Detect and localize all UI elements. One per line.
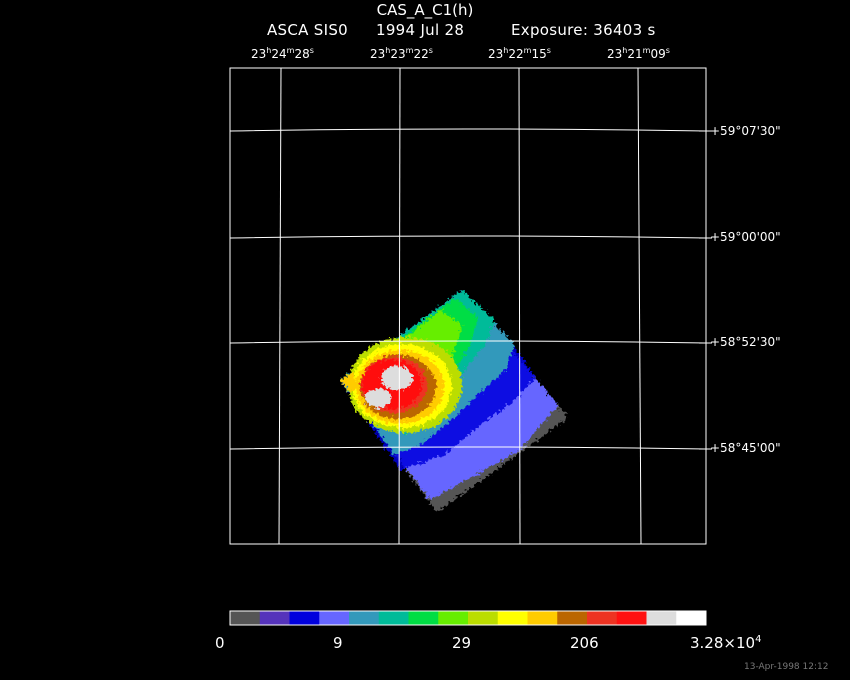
colorbar-swatch [527,611,558,625]
colorbar-label-2: 9 [333,634,343,652]
colorbar-swatch [497,611,528,625]
xray-emission [340,290,568,512]
colorbar-frame [229,610,707,626]
colorbar-swatch [230,611,261,625]
exposure-label: Exposure: 36403 s [511,21,656,39]
colorbar-swatch [646,611,677,625]
colorbar-label-3: 29 [452,634,472,652]
colorbar-label-max: 3.28×104 [690,634,762,652]
colorbar-swatch [408,611,439,625]
plot-title: CAS_A_C1(h) [376,1,474,19]
ra-label-1: 23h24m28s [251,46,314,61]
colorbar-swatch [259,611,290,625]
observation-date: 1994 Jul 28 [376,21,465,39]
colorbar-swatch [438,611,469,625]
colorbar-label-min: 0 [215,634,225,652]
timestamp-footer: 13-Apr-1998 12:12 [744,662,829,672]
dec-label-3: +58°52'30" [710,335,781,349]
dec-label-2: +59°00'00" [710,230,781,244]
coordinate-grid [230,68,706,544]
ra-label-4: 23h21m09s [607,46,670,61]
colorbar [230,611,707,625]
colorbar-swatch [468,611,499,625]
colorbar-swatch [676,611,707,625]
colorbar-swatch [378,611,409,625]
dec-ticks [699,130,712,450]
ra-label-3: 23h22m15s [488,46,551,61]
instrument-label: ASCA SIS0 [267,21,348,39]
plot-frame [229,67,707,545]
dec-label-4: +58°45'00" [710,441,781,455]
colorbar-swatch [319,611,350,625]
colorbar-swatch [289,611,320,625]
colorbar-swatch [587,611,618,625]
colorbar-label-4: 206 [570,634,599,652]
dec-label-1: +59°07'30" [710,124,781,138]
ra-label-2: 23h23m22s [370,46,433,61]
colorbar-swatch [616,611,647,625]
colorbar-swatch [349,611,380,625]
colorbar-swatch [557,611,588,625]
